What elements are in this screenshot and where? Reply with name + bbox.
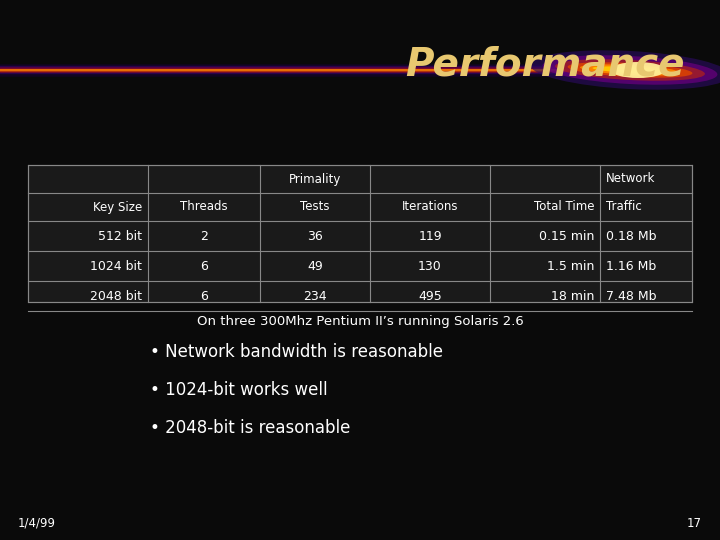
Text: 2: 2 [200,230,208,242]
Text: 1.5 min: 1.5 min [546,260,594,273]
Text: Performance: Performance [405,45,685,83]
Text: On three 300Mhz Pentium II’s running Solaris 2.6: On three 300Mhz Pentium II’s running Sol… [197,315,523,328]
Ellipse shape [580,64,680,76]
Text: 1.16 Mb: 1.16 Mb [606,260,656,273]
Text: 0.15 min: 0.15 min [539,230,594,242]
Text: 0.18 Mb: 0.18 Mb [606,230,657,242]
Text: Network: Network [606,172,655,186]
Ellipse shape [543,55,717,85]
Text: 6: 6 [200,289,208,302]
Text: Threads: Threads [180,200,228,213]
Text: 2048 bit: 2048 bit [90,289,142,302]
Text: Key Size: Key Size [93,200,142,213]
Ellipse shape [555,59,705,80]
Ellipse shape [530,50,720,90]
Text: 18 min: 18 min [551,289,594,302]
Text: 234: 234 [303,289,327,302]
Text: • 2048-bit is reasonable: • 2048-bit is reasonable [150,419,351,437]
Ellipse shape [611,62,665,78]
Text: 17: 17 [687,517,702,530]
Text: Traffic: Traffic [606,200,642,213]
Text: 49: 49 [307,260,323,273]
Text: 495: 495 [418,289,442,302]
Text: 512 bit: 512 bit [98,230,142,242]
Text: • Network bandwidth is reasonable: • Network bandwidth is reasonable [150,343,443,361]
Ellipse shape [593,66,667,73]
Text: 6: 6 [200,260,208,273]
Text: 7.48 Mb: 7.48 Mb [606,289,657,302]
Text: • 1024-bit works well: • 1024-bit works well [150,381,328,399]
Ellipse shape [567,62,693,78]
Text: 1024 bit: 1024 bit [90,260,142,273]
Text: 130: 130 [418,260,442,273]
Text: 36: 36 [307,230,323,242]
Text: Tests: Tests [300,200,330,213]
Bar [28,165,692,302]
Text: 119: 119 [418,230,442,242]
Text: Iterations: Iterations [402,200,458,213]
Text: 1/4/99: 1/4/99 [18,517,56,530]
Text: Primality: Primality [289,172,341,186]
Text: Total Time: Total Time [534,200,594,213]
